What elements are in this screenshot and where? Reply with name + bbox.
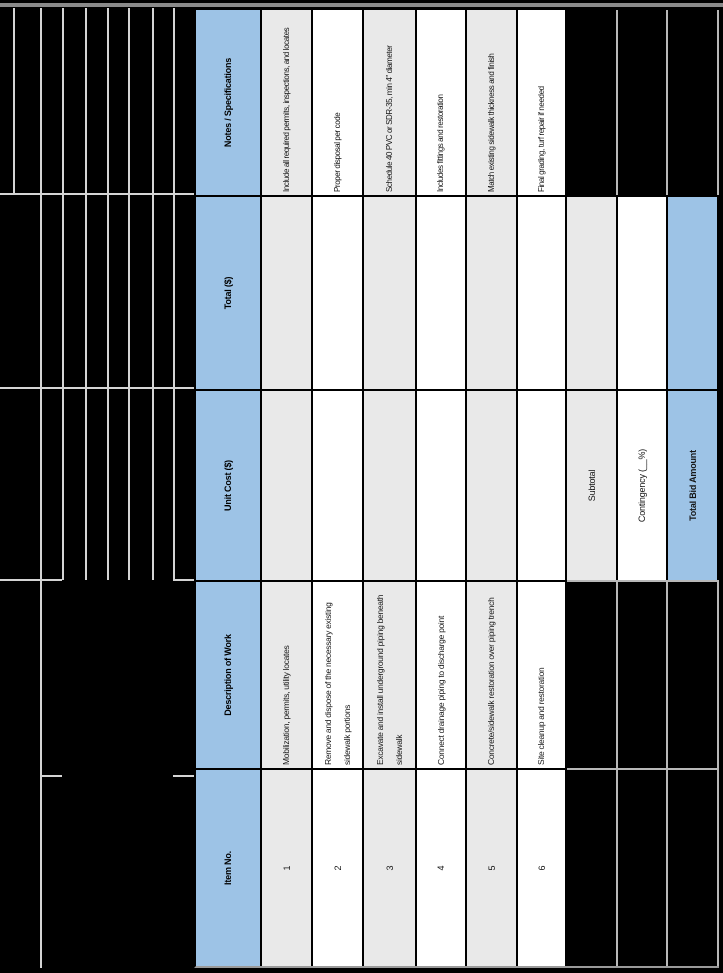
description-cell: Connect drainage piping to discharge poi… <box>417 580 467 768</box>
notes-cell: Include all required permits, inspection… <box>262 10 313 195</box>
redacted-cell <box>567 10 618 195</box>
grid-line <box>85 8 87 580</box>
total-cell <box>313 195 364 389</box>
notes-cell: Final grading, turf repair if needed <box>518 10 567 195</box>
total-bid-label-cell: Total Bid Amount <box>668 389 719 580</box>
table-row: 6 Site cleanup and restoration Final gra… <box>518 10 567 966</box>
grid-line <box>128 8 130 580</box>
table-row: 2 Remove and dispose of the necessary ex… <box>313 10 364 966</box>
total-cell <box>518 195 567 389</box>
unit-cost-cell <box>313 389 364 580</box>
subtotal-label-cell: Subtotal <box>567 389 618 580</box>
total-cell <box>417 195 467 389</box>
summary-row-subtotal: Subtotal <box>567 10 618 966</box>
description-cell: Mobilization, permits, utility locates <box>262 580 313 768</box>
item-no-cell: 5 <box>467 768 518 966</box>
grid-line <box>173 775 196 777</box>
notes-cell: Proper disposal per code <box>313 10 364 195</box>
header-item-no: Item No. <box>196 768 262 966</box>
unit-cost-cell <box>262 389 313 580</box>
grid-line <box>0 579 62 581</box>
header-notes: Notes / Specifications <box>196 10 262 195</box>
summary-row-contingency: Contingency (__%) <box>618 10 668 966</box>
total-cell <box>467 195 518 389</box>
table-row: 1 Mobilization, permits, utility locates… <box>262 10 313 966</box>
grid-line <box>173 8 175 580</box>
description-cell: Remove and dispose of the necessary exis… <box>313 580 364 768</box>
summary-row-total-bid: Total Bid Amount <box>668 10 719 966</box>
header-unit-cost: Unit Cost ($) <box>196 389 262 580</box>
redacted-cell <box>618 768 668 966</box>
description-cell: Excavate and install underground piping … <box>364 580 417 768</box>
subtotal-value-cell <box>567 195 618 389</box>
grid-line <box>40 8 42 968</box>
notes-cell: Match existing sidewalk thickness and fi… <box>467 10 518 195</box>
grid-line <box>107 8 109 580</box>
description-cell: Concrete/sidewalk restoration over pipin… <box>467 580 518 768</box>
table-row: 5 Concrete/sidewalk restoration over pip… <box>467 10 518 966</box>
total-bid-value-cell <box>668 195 719 389</box>
bid-schedule-table: Item No. Description of Work Unit Cost (… <box>194 8 719 968</box>
grid-line <box>13 8 15 193</box>
table-header-row: Item No. Description of Work Unit Cost (… <box>196 10 262 966</box>
item-no-cell: 4 <box>417 768 467 966</box>
total-cell <box>262 195 313 389</box>
item-no-cell: 2 <box>313 768 364 966</box>
header-description: Description of Work <box>196 580 262 768</box>
grid-line <box>0 193 196 195</box>
grid-line <box>0 387 196 389</box>
redacted-cell <box>618 580 668 768</box>
total-cell <box>364 195 417 389</box>
grid-line <box>173 579 196 581</box>
unit-cost-cell <box>417 389 467 580</box>
redacted-cell <box>618 10 668 195</box>
header-total: Total ($) <box>196 195 262 389</box>
item-no-cell: 3 <box>364 768 417 966</box>
notes-cell: Includes fittings and restoration <box>417 10 467 195</box>
item-no-cell: 6 <box>518 768 567 966</box>
grid-line <box>62 8 64 580</box>
item-no-cell: 1 <box>262 768 313 966</box>
redacted-cell <box>567 580 618 768</box>
unit-cost-cell <box>518 389 567 580</box>
description-cell: Site cleanup and restoration <box>518 580 567 768</box>
unit-cost-cell <box>364 389 417 580</box>
redacted-cell <box>567 768 618 966</box>
contingency-value-cell <box>618 195 668 389</box>
table-row: 3 Excavate and install underground pipin… <box>364 10 417 966</box>
notes-cell: Schedule 40 PVC or SDR-35, min 4" diamet… <box>364 10 417 195</box>
redacted-cell <box>668 768 719 966</box>
redacted-cell <box>668 10 719 195</box>
contingency-label-cell: Contingency (__%) <box>618 389 668 580</box>
redacted-cell <box>668 580 719 768</box>
page-edge-line <box>0 3 723 7</box>
unit-cost-cell <box>467 389 518 580</box>
grid-line <box>152 8 154 580</box>
table-row: 4 Connect drainage piping to discharge p… <box>417 10 467 966</box>
grid-line <box>40 775 62 777</box>
